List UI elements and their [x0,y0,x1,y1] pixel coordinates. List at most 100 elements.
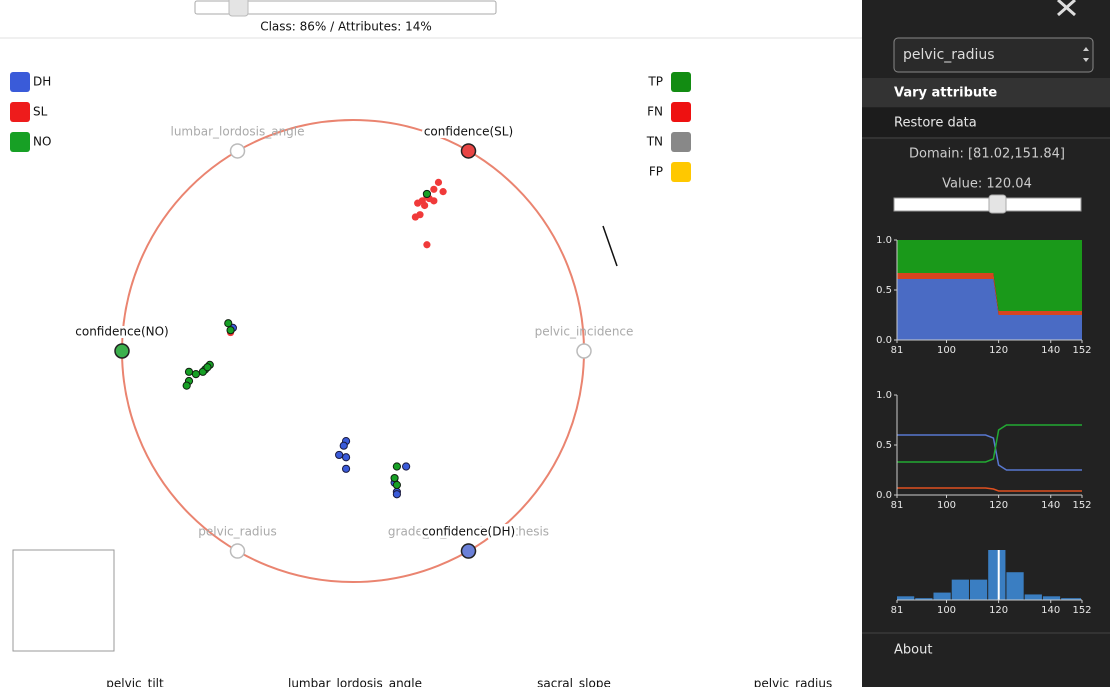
anchor-label: confidence(DH) [422,525,515,539]
x-tick-label: 81 [891,345,904,356]
anchor[interactable] [114,343,130,359]
x-tick-label: 152 [1072,605,1091,616]
line-series [897,434,1082,471]
weight-label: Class: 86% / Attributes: 14% [260,20,432,34]
hist-bar [1024,594,1042,600]
x-tick-label: 120 [989,605,1008,616]
legend-label: FP [649,165,663,179]
hist-bar [1042,596,1061,600]
legend-label: NO [33,135,51,149]
anchor-label: pelvic_incidence [535,325,634,339]
menu-row[interactable] [862,108,1110,137]
y-tick-label: 0.0 [876,490,892,501]
data-point [392,490,401,499]
minimap [12,549,115,652]
about-link[interactable]: About [894,643,932,658]
data-point [341,464,351,473]
y-tick-label: 0.0 [876,335,892,346]
data-point [421,201,429,210]
hist-bar [988,550,1006,600]
x-tick-label: 100 [937,345,956,356]
anchor[interactable] [460,143,477,159]
y-tick-label: 0.5 [876,440,892,451]
data-point [203,363,212,372]
value-slider-thumb[interactable] [988,194,1007,214]
axis-label: pelvic_radius [754,677,832,687]
x-tick-label: 100 [937,500,956,511]
axis-label: lumbar_lordosis_angle [288,677,422,687]
anchor-label: confidence(NO) [75,325,168,339]
select-value[interactable]: pelvic_radius [903,47,995,63]
data-point [423,241,431,249]
area-segment [897,273,1082,315]
anchor[interactable] [460,543,477,559]
y-tick-label: 1.0 [876,390,892,401]
weight-slider-thumb[interactable] [228,0,249,17]
data-point [182,381,191,390]
legend-swatch [671,102,691,122]
anchor[interactable] [229,143,246,159]
legend-swatch [671,132,691,152]
x-tick-label: 81 [891,500,904,511]
legend-swatch [10,132,30,152]
legend-swatch [10,72,30,92]
data-point [226,326,235,335]
area-segment [897,240,1082,311]
hist-bar [1006,572,1024,600]
anchor-label: confidence(SL) [424,124,513,138]
menu-item[interactable]: Vary attribute [894,86,997,101]
anchor-label: grade_of_spondylolisthesis [388,525,549,539]
data-point [422,189,432,199]
x-tick-label: 152 [1072,500,1091,511]
data-point [430,185,438,193]
menu-item[interactable]: Restore data [894,116,977,131]
data-point [392,462,401,471]
anchor[interactable] [229,543,246,559]
value-slider[interactable] [893,197,1082,212]
data-point [402,462,411,471]
data-point [430,197,438,205]
legend-swatch [10,102,30,122]
data-point [184,367,194,376]
y-tick-label: 0.5 [876,285,892,296]
legend-label: DH [33,75,51,89]
axis-label: sacral_slope [537,677,611,687]
radviz-circle [121,119,585,583]
x-tick-label: 100 [937,605,956,616]
legend-label: SL [33,105,48,119]
attribute-select[interactable] [893,37,1094,73]
data-point [414,199,422,207]
legend-swatch [671,162,691,182]
anchor[interactable] [576,343,592,359]
close-icon[interactable] [1057,0,1076,17]
weight-slider[interactable] [194,0,497,15]
menu-row[interactable] [862,78,1110,107]
hist-bar [933,592,951,600]
x-tick-label: 140 [1041,500,1060,511]
hist-bar [951,579,969,600]
hist-bar [1061,598,1081,600]
legend-label: TP [647,75,663,89]
data-point [392,480,401,490]
data-point [390,473,399,483]
hist-bar [915,598,933,600]
line-series [897,424,1082,463]
data-point [341,453,351,462]
hist-bar [897,596,915,600]
value-text: Value: 120.04 [942,177,1032,192]
legend-swatch [671,72,691,92]
data-point [439,188,447,196]
x-tick-label: 120 [989,345,1008,356]
data-point [335,450,344,460]
anchor-label: lumbar_lordosis_angle [170,124,304,138]
axis-label: pelvic_tilt [106,677,164,687]
data-point [411,213,419,221]
domain-text: Domain: [81.02,151.84] [909,147,1065,162]
x-tick-label: 120 [989,500,1008,511]
data-point [339,441,348,450]
x-tick-label: 140 [1041,605,1060,616]
data-point [434,178,443,186]
x-tick-label: 152 [1072,345,1091,356]
y-tick-label: 1.0 [876,235,892,246]
